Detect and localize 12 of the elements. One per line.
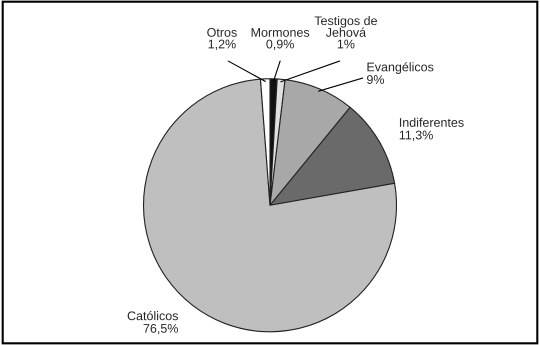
data-label: 0,9%	[266, 40, 294, 50]
data-label: 9%	[367, 75, 384, 84]
data-label: 1,2%	[208, 40, 236, 50]
slice-label: Testigos de Jehová	[314, 16, 377, 37]
data-label: 76,5%	[144, 324, 178, 334]
slice-label: Católicos	[128, 310, 178, 320]
slice-label: Otros	[207, 28, 237, 37]
slice-label: Mormones	[252, 28, 310, 37]
data-label: 11,3%	[400, 130, 433, 141]
slice-label: Evangélicos	[367, 62, 434, 74]
slice-label: Indiferentes	[400, 118, 464, 127]
data-label: 1%	[338, 40, 354, 48]
